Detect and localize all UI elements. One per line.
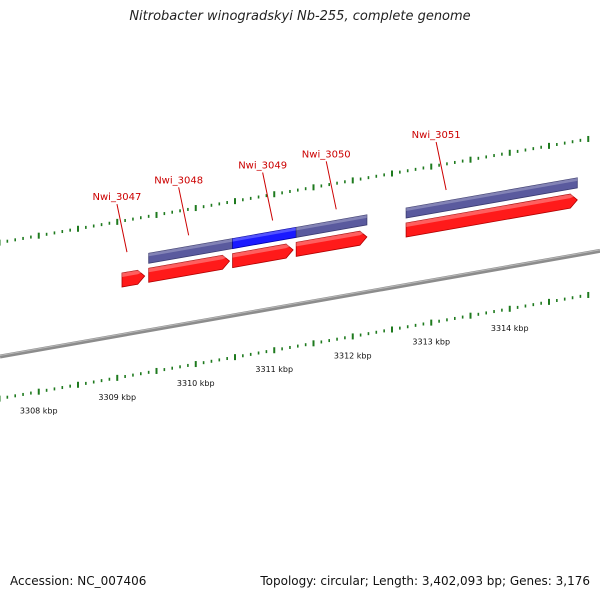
gene-arrow [121,269,146,288]
gene-label: Nwi_3050 [302,149,351,160]
gene-labels: Nwi_3047 Nwi_3048 Nwi_3049 Nwi_3050 Nwi_3051 [93,130,461,253]
gene-arrow [295,230,368,257]
accession-text: Accession: NC_007406 [10,574,147,588]
gene-label: Nwi_3048 [154,175,203,186]
scale-label: 3310 kbp [177,379,215,388]
gene-arrow-shine [148,255,230,273]
cds-track [148,177,578,264]
scale-label: 3308 kbp [20,407,58,416]
genome-summary-text: Topology: circular; Length: 3,402,093 bp… [260,574,590,588]
gene-arrow [148,254,231,283]
cds-bar [405,177,578,219]
scale-labels: 3308 kbp 3309 kbp 3310 kbp 3311 kbp 3312 kbp… [20,324,529,416]
gene-arrow [232,243,294,269]
cds-bar [295,214,368,238]
gene-label: Nwi_3047 [93,192,142,203]
cds-bar-shine [148,238,233,257]
genome-backbone [0,248,600,359]
gene-label: Nwi_3049 [238,161,287,172]
backbone-highlight [0,249,600,356]
gene-arrow-shine [122,270,145,277]
scale-label: 3312 kbp [334,351,372,360]
gene-leader-line [435,141,447,191]
gene-leader-line [325,161,337,210]
genome-title: Nitrobacter winogradskyi Nb-255, complet… [129,9,471,24]
gene-arrow-shine [406,194,578,227]
cds-bar-shine [296,214,367,231]
inner-tick-ring [0,291,590,402]
scale-label: 3311 kbp [255,365,293,374]
scale-label: 3313 kbp [412,338,450,347]
gene-arrow-shine [232,244,294,258]
gene-leader-line [262,172,274,221]
gene-leader-line [116,204,128,253]
cds-bar-shine [232,227,297,242]
gene-arrow-shine [296,231,367,247]
backbone-line [0,248,600,359]
cds-bar-shine [406,177,578,211]
gene-arrow [405,193,578,238]
scale-label: 3309 kbp [98,393,136,402]
outer-tick-ring [0,135,590,246]
gene-label: Nwi_3051 [412,130,461,141]
gene-leader-line [178,187,190,236]
scale-label: 3314 kbp [491,324,529,333]
gene-track [121,193,578,288]
